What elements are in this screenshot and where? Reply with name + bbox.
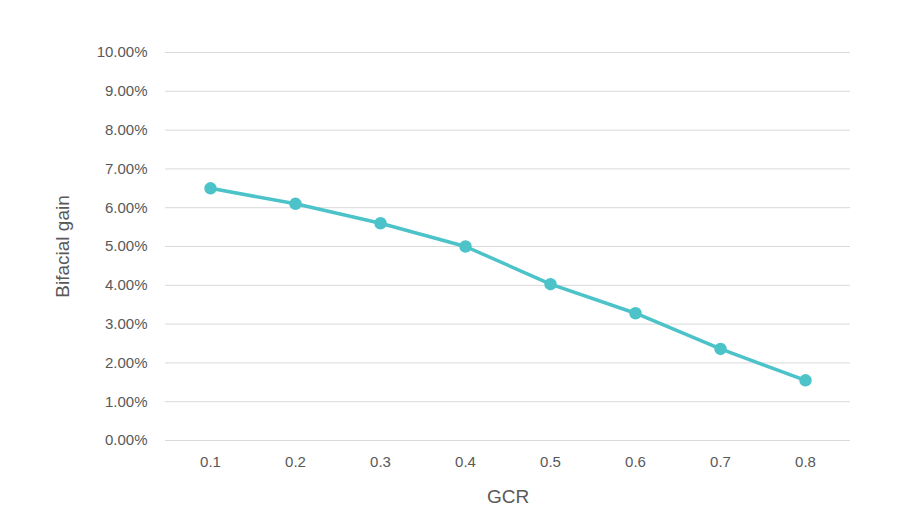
svg-text:0.00%: 0.00%	[105, 431, 148, 448]
svg-text:1.00%: 1.00%	[105, 393, 148, 410]
svg-text:10.00%: 10.00%	[97, 43, 148, 60]
svg-text:GCR: GCR	[487, 486, 529, 507]
svg-text:0.3: 0.3	[370, 453, 391, 470]
svg-text:6.00%: 6.00%	[105, 199, 148, 216]
svg-text:2.00%: 2.00%	[105, 354, 148, 371]
svg-text:0.1: 0.1	[200, 453, 221, 470]
svg-text:0.6: 0.6	[625, 453, 646, 470]
svg-text:0.5: 0.5	[540, 453, 561, 470]
svg-text:0.8: 0.8	[795, 453, 816, 470]
svg-text:4.00%: 4.00%	[105, 276, 148, 293]
svg-text:3.00%: 3.00%	[105, 315, 148, 332]
svg-text:0.4: 0.4	[455, 453, 476, 470]
svg-text:Bifacial gain: Bifacial gain	[52, 195, 73, 297]
svg-text:0.2: 0.2	[285, 453, 306, 470]
svg-text:5.00%: 5.00%	[105, 237, 148, 254]
svg-text:0.7: 0.7	[710, 453, 731, 470]
svg-text:9.00%: 9.00%	[105, 82, 148, 99]
svg-text:8.00%: 8.00%	[105, 121, 148, 138]
svg-text:7.00%: 7.00%	[105, 160, 148, 177]
